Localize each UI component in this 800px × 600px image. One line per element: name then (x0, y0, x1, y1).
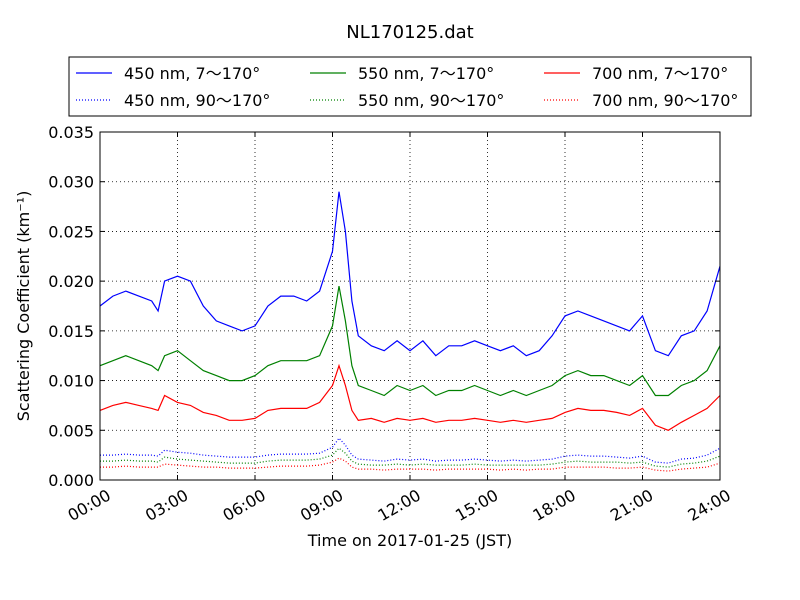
y-tick-label: 0.010 (48, 372, 94, 391)
series-line-0 (99, 191, 721, 357)
y-axis-label: Scattering Coefficient (km⁻¹) (14, 191, 33, 422)
x-tick-label: 21:00 (607, 485, 656, 525)
legend-label: 700 nm, 90～170° (592, 91, 738, 110)
legend: 450 nm, 7～170° 550 nm, 7～170° 700 nm, 7～17… (68, 56, 752, 117)
legend-label: 700 nm, 7～170° (592, 64, 728, 83)
x-tick-label: 18:00 (530, 485, 579, 525)
x-axis-label: Time on 2017-01-25 (JST) (307, 531, 512, 550)
x-tick-label: 09:00 (297, 485, 346, 525)
y-tick-label: 0.015 (48, 322, 94, 341)
series-line-4 (100, 447, 721, 468)
legend-frame (68, 56, 752, 117)
y-tick-label: 0.000 (48, 471, 94, 490)
legend-label: 450 nm, 7～170° (124, 64, 260, 83)
x-axis: 00:00 03:00 06:00 09:00 12:00 15:00 18:00 21:00… (65, 132, 734, 525)
grid (100, 132, 720, 480)
y-tick-label: 0.020 (48, 272, 94, 291)
y-tick-label: 0.030 (48, 173, 94, 192)
y-axis: 0.000 0.005 0.010 0.015 0.020 0.025 0.030 0.035 (48, 123, 720, 490)
series-line-3 (100, 437, 721, 464)
y-tick-label: 0.025 (48, 222, 94, 241)
chart-title: NL170125.dat (346, 22, 473, 43)
series-line-5 (100, 457, 721, 472)
series-layer (99, 191, 721, 472)
y-tick-label: 0.005 (48, 421, 94, 440)
legend-label: 450 nm, 90～170° (124, 91, 270, 110)
legend-label: 550 nm, 7～170° (358, 64, 494, 83)
x-tick-label: 00:00 (65, 485, 114, 525)
legend-label: 550 nm, 90～170° (358, 91, 504, 110)
x-tick-label: 24:00 (685, 485, 734, 525)
x-tick-label: 03:00 (142, 485, 191, 525)
x-tick-label: 12:00 (375, 485, 424, 525)
y-tick-label: 0.035 (48, 123, 94, 142)
x-tick-label: 15:00 (452, 485, 501, 525)
series-line-2 (99, 363, 721, 431)
x-tick-label: 06:00 (220, 485, 269, 525)
series-line-1 (99, 285, 721, 397)
